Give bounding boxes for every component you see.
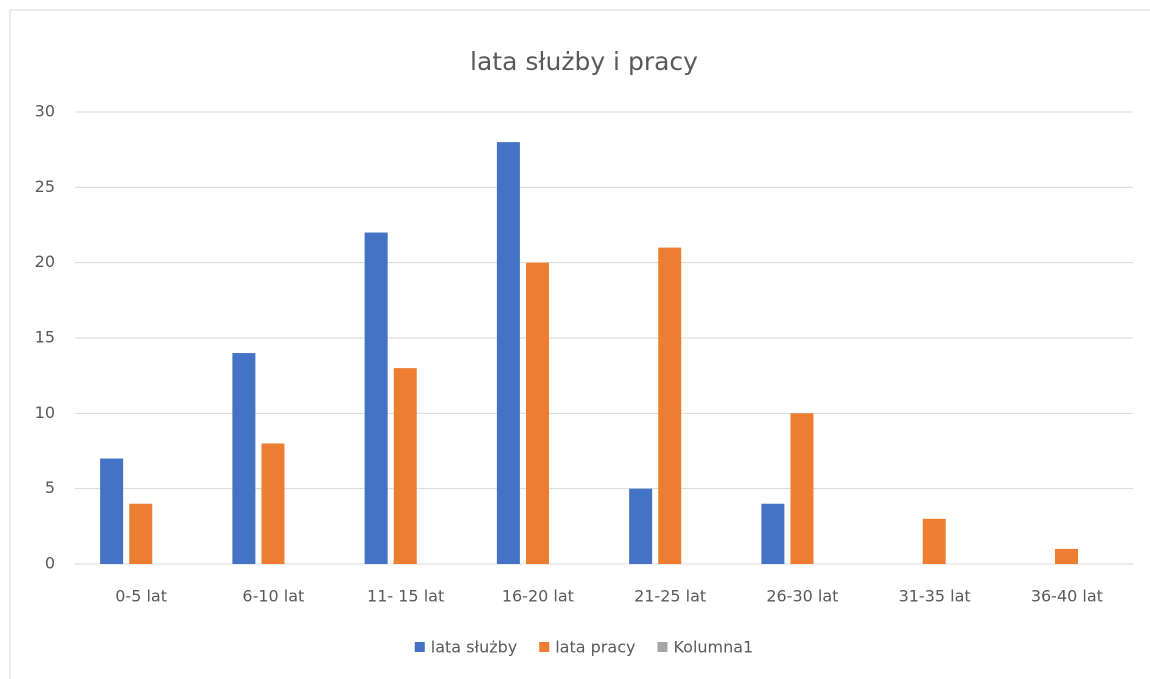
bar [790, 413, 814, 564]
legend-label: lata pracy [555, 638, 635, 657]
legend-label: Kolumna1 [673, 638, 753, 657]
y-tick-label: 25 [35, 177, 55, 196]
chart-title: lata służby i pracy [470, 47, 698, 76]
y-tick-label: 5 [45, 478, 55, 497]
bar [129, 503, 153, 564]
bar [1054, 548, 1078, 564]
y-tick-label: 0 [45, 554, 55, 573]
bar [496, 142, 520, 564]
bar [393, 368, 417, 564]
bar [364, 232, 388, 565]
legend-swatch [539, 642, 550, 652]
y-tick-label: 20 [35, 252, 55, 271]
x-tick-label: 21-25 lat [634, 587, 706, 606]
y-tick-label: 10 [35, 403, 55, 422]
bar [525, 262, 549, 564]
bar [658, 247, 682, 564]
x-tick-label: 16-20 lat [502, 587, 574, 606]
bar [232, 353, 256, 564]
bar [261, 443, 285, 564]
x-tick-label: 26-30 lat [766, 587, 838, 606]
y-tick-label: 30 [35, 102, 55, 121]
legend-swatch [414, 642, 425, 652]
legend-label: lata służby [431, 638, 517, 657]
bar [922, 518, 946, 564]
y-tick-label: 15 [35, 328, 55, 347]
x-tick-label: 6-10 lat [242, 587, 304, 606]
bar [761, 503, 785, 564]
x-tick-label: 11- 15 lat [367, 587, 444, 606]
x-tick-label: 31-35 lat [899, 587, 971, 606]
legend-swatch [657, 642, 668, 652]
bar [100, 458, 124, 564]
x-tick-label: 36-40 lat [1031, 587, 1103, 606]
bar [629, 488, 653, 564]
x-tick-label: 0-5 lat [115, 587, 167, 606]
